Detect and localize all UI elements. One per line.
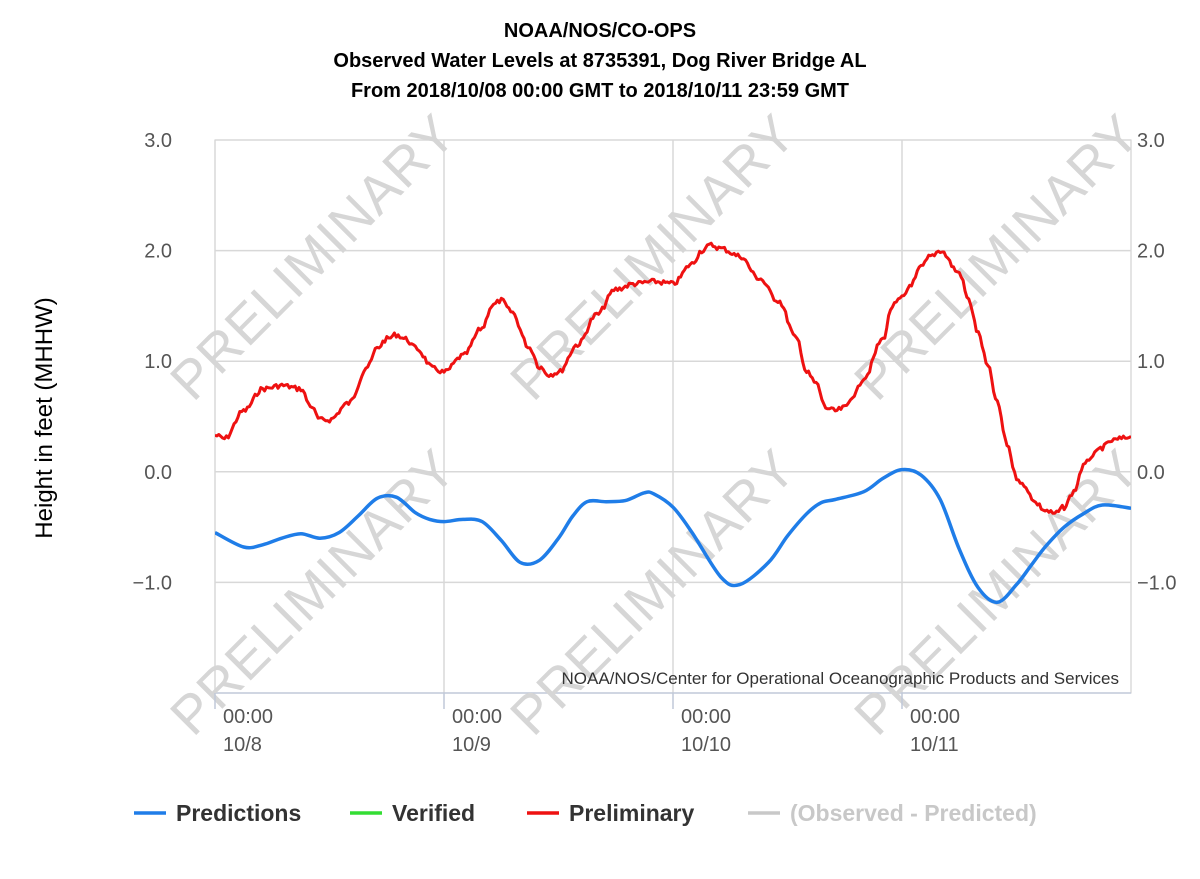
plot-area: [214, 139, 1132, 694]
legend-item: Verified: [350, 800, 475, 826]
y-tick-label-right: 0.0: [1137, 462, 1165, 484]
y-axis-left: 3.0 2.0 1.0 0.0 −1.0: [133, 130, 172, 594]
y-tick-label-left: 1.0: [144, 351, 172, 373]
legend-label: Verified: [392, 800, 475, 826]
y-axis-title: Height in feet (MHHW): [31, 297, 58, 538]
y-tick-label-right: 1.0: [1137, 351, 1165, 373]
y-tick-label-left: −1.0: [133, 572, 172, 594]
series-layer: [215, 241, 1131, 605]
series-line-predictions: [215, 467, 1131, 605]
y-tick-label-left: 2.0: [144, 241, 172, 263]
legend-item: Predictions: [134, 800, 301, 826]
y-tick-label-right: −1.0: [1137, 572, 1176, 594]
credit-text: NOAA/NOS/Center for Operational Oceanogr…: [562, 669, 1120, 688]
x-tick-date: 10/9: [452, 734, 491, 756]
x-tick-time: 00:00: [681, 706, 731, 728]
title-line-1: NOAA/NOS/CO-OPS: [504, 20, 696, 42]
y-tick-label-right: 2.0: [1137, 241, 1165, 263]
chart-title: NOAA/NOS/CO-OPS Observed Water Levels at…: [333, 20, 866, 102]
legend-label: (Observed - Predicted): [790, 800, 1037, 826]
x-tick-date: 10/11: [910, 734, 959, 756]
y-tick-label-left: 3.0: [144, 130, 172, 152]
x-axis: 00:00 10/8 00:00 10/9 00:00 10/10 00:00 10/11: [214, 693, 960, 756]
series-line-preliminary: [215, 241, 1131, 515]
x-tick-date: 10/10: [681, 734, 731, 756]
x-tick-time: 00:00: [452, 706, 502, 728]
legend-item: (Observed - Predicted): [748, 800, 1037, 826]
legend: Predictions Verified Preliminary (Observed …: [134, 800, 1037, 826]
x-tick-time: 00:00: [910, 706, 960, 728]
y-tick-label-left: 0.0: [144, 462, 172, 484]
y-axis-right: 3.0 2.0 1.0 0.0 −1.0: [1137, 130, 1176, 594]
legend-label: Predictions: [176, 800, 301, 826]
legend-item: Preliminary: [527, 800, 694, 826]
title-line-3: From 2018/10/08 00:00 GMT to 2018/10/11 …: [351, 80, 849, 102]
title-line-2: Observed Water Levels at 8735391, Dog Ri…: [333, 50, 866, 72]
x-tick-date: 10/8: [223, 734, 262, 756]
y-tick-label-right: 3.0: [1137, 130, 1165, 152]
x-tick-time: 00:00: [223, 706, 273, 728]
legend-label: Preliminary: [569, 800, 694, 826]
